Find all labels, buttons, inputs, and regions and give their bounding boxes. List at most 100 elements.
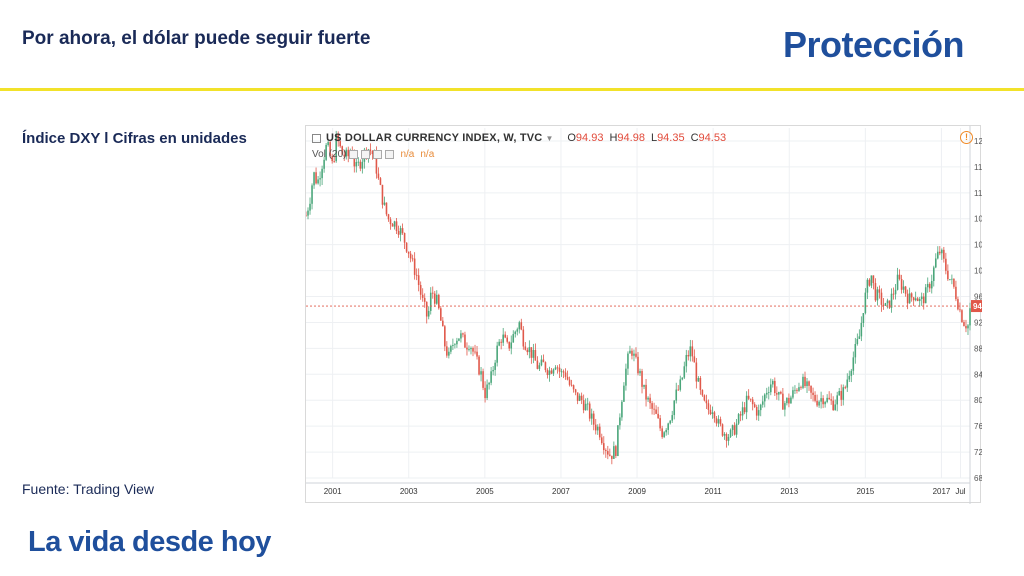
eye-icon[interactable] bbox=[349, 150, 359, 159]
candle-body bbox=[798, 387, 800, 391]
candle-body bbox=[355, 162, 358, 167]
candle-body bbox=[947, 270, 949, 280]
candle-body bbox=[524, 346, 527, 350]
candle-body bbox=[325, 144, 327, 160]
candle-body bbox=[548, 370, 551, 376]
candle-body bbox=[359, 161, 362, 169]
candle-body bbox=[945, 258, 947, 271]
plus-icon[interactable] bbox=[373, 150, 383, 159]
candle-body bbox=[353, 154, 356, 167]
candle-body bbox=[607, 451, 609, 455]
alert-icon[interactable]: ! bbox=[960, 131, 973, 144]
collapse-square-icon[interactable] bbox=[312, 133, 321, 143]
candle-body bbox=[486, 384, 488, 399]
candle-body bbox=[544, 362, 547, 371]
candle-body bbox=[729, 430, 732, 437]
candle-body bbox=[528, 347, 531, 353]
volume-value-2: n/a bbox=[420, 149, 435, 160]
open-label: O bbox=[567, 132, 576, 144]
candle-body bbox=[902, 286, 905, 290]
volume-label: Vol (20) bbox=[312, 149, 347, 160]
candle-body bbox=[435, 294, 438, 304]
candle-body bbox=[433, 293, 436, 304]
candle-body bbox=[699, 378, 702, 390]
candle-body bbox=[755, 406, 758, 416]
tagline: La vida desde hoy bbox=[28, 526, 271, 558]
candle-body bbox=[924, 287, 927, 304]
chevron-down-icon[interactable]: ▼ bbox=[545, 133, 554, 143]
candle-body bbox=[703, 395, 706, 401]
tradingview-chart[interactable]: 68.00 72.00 76.00 80.00 84.00 88.00 92.00 96.00… bbox=[305, 125, 982, 504]
candle-body bbox=[848, 375, 851, 380]
candle-body bbox=[920, 296, 923, 300]
candle-body bbox=[413, 258, 416, 275]
candle-body bbox=[572, 385, 575, 390]
symbol-label[interactable]: US DOLLAR CURRENCY INDEX, W, TVC bbox=[326, 132, 543, 144]
candle-body bbox=[361, 161, 364, 169]
candle-body bbox=[504, 334, 506, 338]
close-icon[interactable] bbox=[385, 150, 395, 159]
candle-body bbox=[826, 397, 828, 402]
candle-body bbox=[415, 274, 418, 276]
candle-body bbox=[637, 356, 639, 374]
candle-body bbox=[828, 397, 830, 400]
candle-body bbox=[506, 337, 509, 342]
candle-body bbox=[651, 403, 653, 409]
candle-body bbox=[659, 418, 661, 429]
candle-body bbox=[900, 278, 903, 290]
candle-body bbox=[969, 308, 971, 326]
candle-body bbox=[480, 371, 482, 375]
candle-body bbox=[949, 279, 951, 280]
candle-body bbox=[814, 394, 816, 401]
candle-body bbox=[375, 151, 378, 174]
candle-body bbox=[767, 392, 770, 393]
candle-body bbox=[478, 356, 480, 375]
volume-legend: Vol (20) n/a n/a bbox=[312, 149, 434, 160]
candle-body bbox=[456, 340, 458, 345]
candle-body bbox=[778, 391, 780, 395]
candle-body bbox=[816, 400, 818, 406]
high-label: H bbox=[609, 132, 618, 144]
candle-body bbox=[862, 313, 865, 323]
candle-body bbox=[957, 299, 959, 310]
candle-body bbox=[514, 331, 517, 335]
candle-body bbox=[800, 387, 802, 388]
candle-body bbox=[580, 395, 583, 401]
candle-body bbox=[643, 384, 645, 387]
candle-body bbox=[309, 203, 311, 211]
candle-body bbox=[922, 296, 925, 304]
candle-body bbox=[955, 286, 957, 300]
candle-body bbox=[663, 432, 665, 438]
candle-body bbox=[343, 154, 346, 157]
candle-body bbox=[444, 326, 446, 347]
candle-body bbox=[739, 414, 742, 416]
y-tick-label-3: 80.00 bbox=[974, 396, 982, 405]
close-value: 94.53 bbox=[698, 132, 727, 144]
candle-body bbox=[407, 251, 410, 254]
candle-body bbox=[794, 389, 796, 391]
candle-body bbox=[623, 385, 625, 402]
candle-body bbox=[558, 367, 561, 372]
source-note: Fuente: Trading View bbox=[22, 481, 155, 497]
candle-body bbox=[782, 393, 784, 410]
candle-body bbox=[417, 275, 420, 286]
candle-body bbox=[482, 371, 484, 388]
candle-body bbox=[333, 161, 335, 162]
candle-body bbox=[928, 283, 931, 289]
candle-body bbox=[951, 278, 953, 280]
candle-body bbox=[522, 329, 525, 347]
candle-body bbox=[759, 404, 762, 411]
chart-canvas[interactable]: 68.00 72.00 76.00 80.00 84.00 88.00 92.00 96.00… bbox=[306, 126, 982, 504]
candle-body bbox=[371, 151, 374, 155]
candle-body bbox=[468, 349, 470, 350]
candle-body bbox=[516, 329, 519, 332]
candle-body bbox=[743, 407, 746, 413]
settings-icon[interactable] bbox=[361, 150, 371, 159]
candle-body bbox=[335, 134, 337, 162]
candle-body bbox=[669, 420, 671, 424]
candle-body bbox=[753, 404, 756, 407]
candle-body bbox=[615, 446, 617, 456]
candle-body bbox=[446, 346, 448, 356]
candle-body bbox=[812, 392, 814, 395]
candle-body bbox=[440, 308, 442, 321]
